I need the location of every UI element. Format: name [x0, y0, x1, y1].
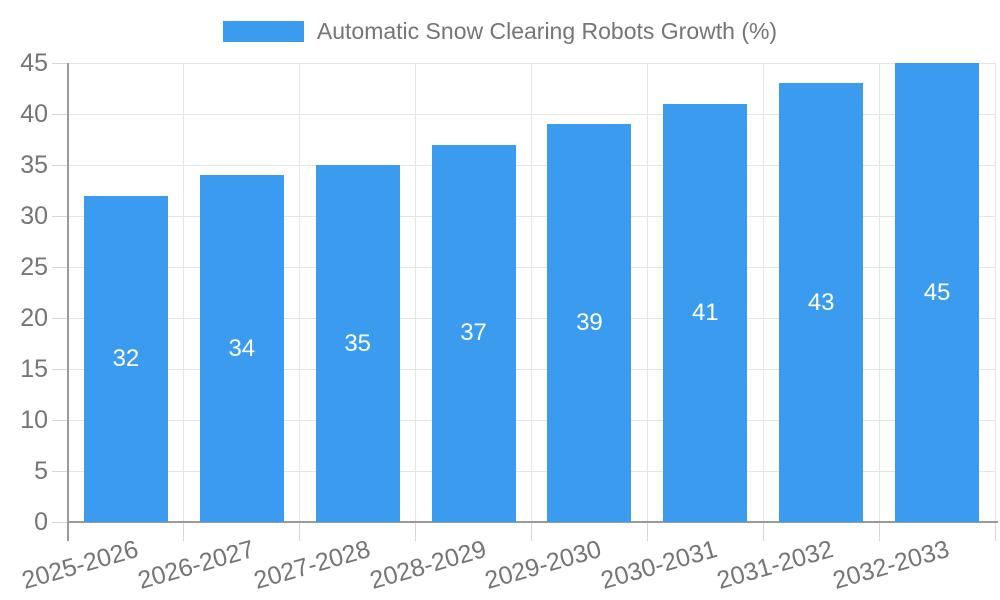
x-axis-tick: [994, 522, 996, 541]
y-axis-tick: [52, 215, 68, 217]
y-axis-tick: [52, 164, 68, 166]
x-axis-tick: [878, 522, 880, 541]
gridline-vertical: [762, 63, 764, 522]
bar-value-label: 43: [807, 288, 835, 316]
y-axis-tick: [52, 470, 68, 472]
x-axis-tick: [183, 522, 185, 541]
gridline-vertical: [994, 63, 996, 522]
y-axis-tick: [52, 113, 68, 115]
bar-value-label: 34: [228, 334, 256, 362]
chart-legend[interactable]: Automatic Snow Clearing Robots Growth (%…: [0, 18, 1000, 45]
y-axis-tick: [52, 419, 68, 421]
bar: [895, 63, 980, 522]
y-tick-label: 35: [20, 151, 48, 179]
legend-label: Automatic Snow Clearing Robots Growth (%…: [316, 18, 778, 44]
y-tick-label: 15: [20, 355, 48, 383]
y-axis-tick: [52, 62, 68, 64]
x-axis-tick: [299, 522, 301, 541]
x-axis-tick: [646, 522, 648, 541]
bar: [547, 124, 632, 522]
y-tick-label: 45: [20, 49, 48, 77]
y-tick-label: 30: [20, 202, 48, 230]
bar: [663, 103, 748, 522]
bar-value-label: 35: [344, 329, 372, 357]
gridline-vertical: [646, 63, 648, 522]
bar-value-label: 39: [576, 309, 603, 337]
bar: [199, 175, 284, 522]
bar: [315, 165, 400, 522]
legend-swatch: [222, 21, 304, 42]
x-axis-tick: [415, 522, 417, 541]
y-axis-tick: [52, 521, 68, 523]
gridline-vertical: [183, 63, 185, 522]
gridline-vertical: [531, 63, 532, 522]
bar: [779, 83, 864, 522]
y-axis-tick: [52, 368, 68, 370]
gridline-vertical: [878, 63, 880, 522]
y-tick-label: 25: [20, 253, 48, 281]
y-axis-line: [67, 63, 69, 541]
x-axis-line: [68, 521, 998, 523]
x-axis-tick: [531, 522, 532, 541]
y-tick-label: 0: [34, 508, 48, 536]
y-axis-tick: [52, 266, 68, 268]
gridline-vertical: [299, 63, 301, 522]
y-tick-label: 20: [20, 304, 48, 332]
bar-value-label: 37: [460, 319, 487, 347]
bar-value-label: 45: [923, 278, 951, 306]
bar: [431, 144, 516, 522]
y-tick-label: 40: [20, 100, 48, 128]
bar: [83, 195, 168, 522]
y-tick-label: 5: [34, 457, 48, 485]
y-tick-label: 10: [20, 406, 48, 434]
bar-value-label: 41: [691, 298, 719, 326]
bar-value-label: 32: [112, 344, 140, 372]
x-axis-tick: [762, 522, 764, 541]
gridline-vertical: [415, 63, 417, 522]
y-axis-tick: [52, 317, 68, 319]
